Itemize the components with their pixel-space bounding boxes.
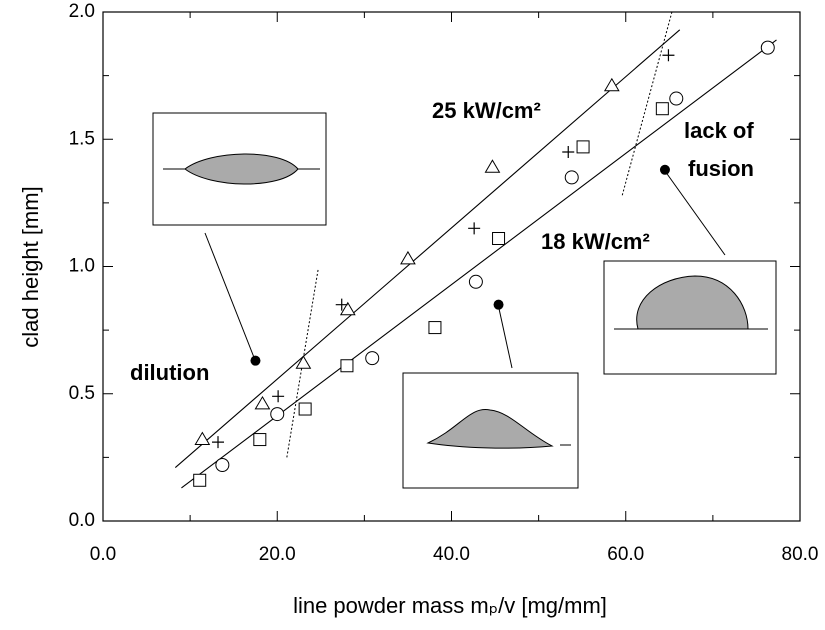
annotation: lack of bbox=[684, 118, 754, 143]
point bbox=[340, 359, 354, 373]
point bbox=[295, 355, 312, 369]
x-tick-label: 80.0 bbox=[782, 544, 819, 565]
x-tick-label: 60.0 bbox=[607, 544, 644, 565]
point bbox=[760, 40, 775, 55]
y-tick-label: 0.0 bbox=[69, 510, 95, 531]
point bbox=[428, 321, 442, 335]
point bbox=[254, 395, 271, 410]
x-tick-label: 40.0 bbox=[433, 544, 470, 565]
point bbox=[339, 301, 356, 316]
example-point bbox=[659, 164, 670, 175]
fit-line bbox=[174, 29, 681, 468]
point bbox=[194, 431, 211, 446]
point bbox=[212, 436, 225, 449]
point bbox=[468, 274, 483, 289]
annotation: 25 kW/cm² bbox=[432, 98, 541, 123]
point bbox=[272, 390, 285, 403]
x-tick-label: 20.0 bbox=[259, 544, 296, 565]
annotation: dilution bbox=[130, 360, 209, 385]
annotation: 18 kW/cm² bbox=[541, 229, 650, 254]
point bbox=[484, 159, 501, 173]
point bbox=[365, 351, 380, 366]
x-tick-label: 0.0 bbox=[90, 544, 116, 565]
y-tick-label: 2.0 bbox=[69, 1, 95, 22]
point bbox=[564, 170, 579, 185]
x-axis-label: line powder mass mₚ/v [mg/mm] bbox=[293, 593, 607, 618]
point bbox=[576, 140, 590, 154]
y-tick-label: 1.5 bbox=[69, 128, 95, 149]
annotation: fusion bbox=[688, 156, 754, 181]
point bbox=[603, 77, 620, 92]
point bbox=[492, 232, 506, 246]
point bbox=[270, 407, 285, 422]
inset bbox=[603, 170, 777, 375]
point bbox=[193, 473, 207, 487]
inset bbox=[152, 112, 327, 361]
y-tick-label: 1.0 bbox=[69, 256, 95, 277]
y-axis-label: clad height [mm] bbox=[18, 186, 43, 347]
point bbox=[655, 102, 669, 116]
inset bbox=[402, 303, 579, 489]
y-tick-label: 0.5 bbox=[69, 383, 95, 404]
point bbox=[662, 49, 675, 62]
point bbox=[468, 222, 481, 235]
point bbox=[335, 298, 348, 311]
point bbox=[562, 145, 575, 158]
point bbox=[400, 250, 416, 265]
example-point bbox=[493, 299, 504, 310]
point bbox=[215, 458, 230, 473]
example-point bbox=[250, 355, 261, 366]
point bbox=[669, 91, 684, 106]
point bbox=[298, 402, 312, 416]
point bbox=[253, 433, 267, 447]
